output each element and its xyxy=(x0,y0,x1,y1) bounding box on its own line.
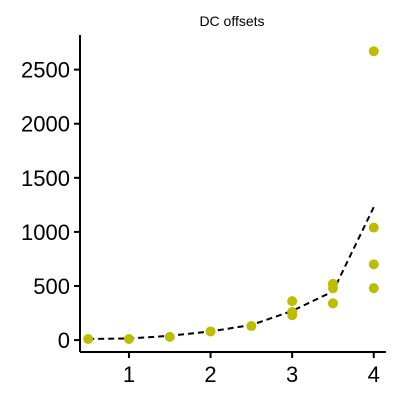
data-point xyxy=(368,222,379,233)
points-layer xyxy=(83,46,379,345)
data-point xyxy=(164,331,175,342)
data-point xyxy=(327,298,338,309)
fit-line xyxy=(88,206,375,340)
y-tick-label: 1000 xyxy=(21,220,70,245)
data-point xyxy=(246,321,257,332)
y-tick-label: 500 xyxy=(33,274,70,299)
data-point xyxy=(287,296,298,307)
x-tick-label: 2 xyxy=(204,362,216,387)
data-point xyxy=(327,283,338,294)
y-tick-label: 2000 xyxy=(21,112,70,137)
x-tick-label: 1 xyxy=(123,362,135,387)
data-point xyxy=(205,326,216,337)
data-point xyxy=(368,283,379,294)
chart-title: DC offsets xyxy=(199,13,264,29)
y-tick-label: 1500 xyxy=(21,166,70,191)
y-tick-label: 2500 xyxy=(21,58,70,83)
data-point xyxy=(123,334,134,345)
data-point xyxy=(83,334,94,345)
data-point xyxy=(368,259,379,270)
y-tick-label: 0 xyxy=(58,328,70,353)
x-tick-label: 3 xyxy=(286,362,298,387)
axes: 0 500 1000 1500 2000 2500 1 2 3 4 xyxy=(21,35,386,387)
data-point xyxy=(368,46,379,57)
x-tick-label: 4 xyxy=(368,362,380,387)
data-point xyxy=(287,310,298,321)
fit-line-layer xyxy=(88,206,375,340)
